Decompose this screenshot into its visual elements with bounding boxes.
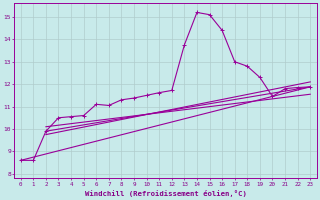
X-axis label: Windchill (Refroidissement éolien,°C): Windchill (Refroidissement éolien,°C)	[84, 190, 246, 197]
